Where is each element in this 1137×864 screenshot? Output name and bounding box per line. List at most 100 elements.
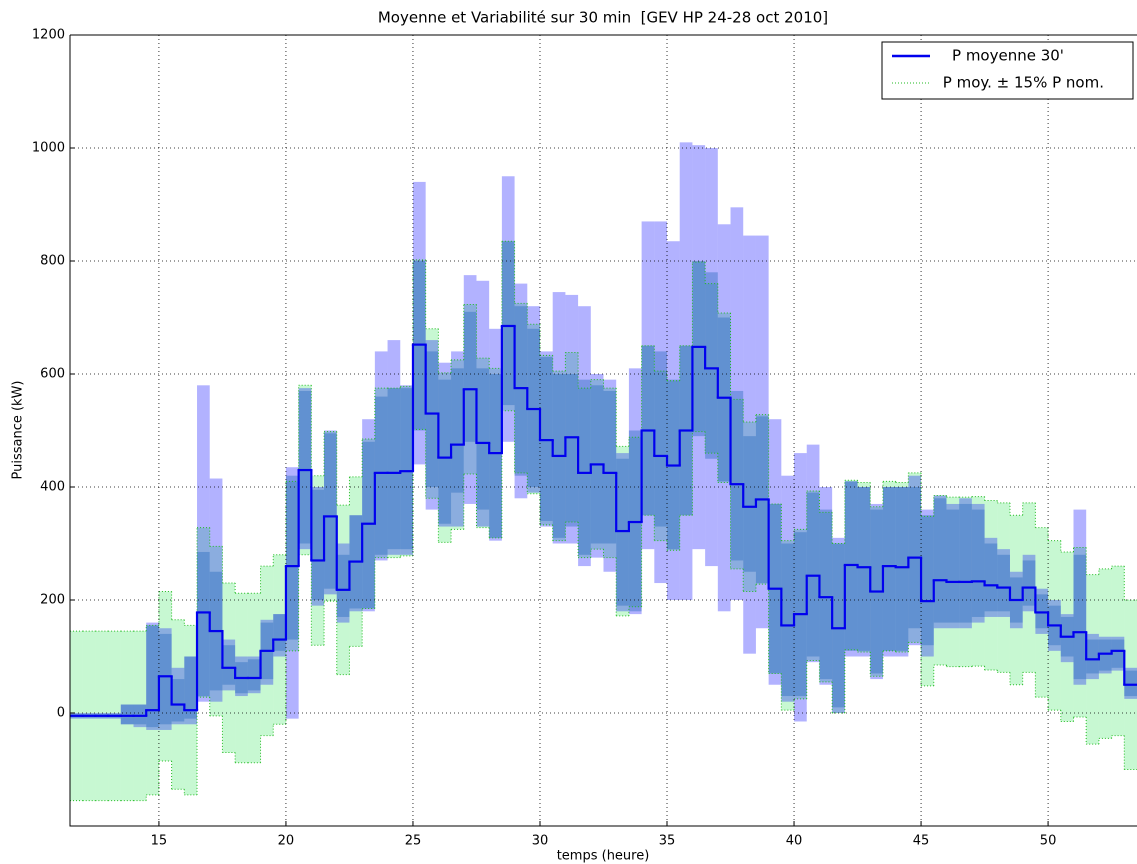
band-segment — [819, 487, 833, 685]
x-axis-label: temps (heure) — [557, 849, 650, 864]
band-segment — [628, 368, 642, 615]
band-segment — [425, 351, 439, 487]
band-segment — [959, 503, 972, 623]
band-segment — [171, 679, 185, 722]
band-segment — [1086, 633, 1099, 680]
y-tick-label: 800 — [40, 254, 65, 269]
band-segment — [882, 487, 896, 651]
band-segment — [463, 311, 477, 442]
band-segment — [971, 509, 985, 617]
band-segment — [832, 537, 845, 713]
band-segment — [552, 292, 566, 544]
band-segment — [603, 379, 617, 572]
band-segment — [768, 419, 782, 685]
band-segment — [578, 379, 591, 555]
band-segment — [349, 515, 363, 612]
band-segment — [197, 385, 210, 702]
band-segment — [374, 396, 388, 555]
x-tick-label: 40 — [786, 834, 803, 849]
band-segment — [603, 390, 617, 544]
band-segment — [247, 659, 261, 691]
band-segment — [908, 475, 922, 646]
band-segment — [146, 622, 159, 730]
band-segment — [501, 176, 515, 442]
band-segment — [1098, 639, 1112, 671]
y-tick-label: 1000 — [32, 141, 65, 156]
x-tick-label: 30 — [532, 834, 549, 849]
x-tick-label: 50 — [1040, 834, 1057, 849]
y-tick-label: 1200 — [32, 28, 65, 43]
band-segment — [1086, 639, 1099, 674]
band-segment — [438, 379, 452, 524]
band-segment — [1124, 670, 1137, 697]
band-segment — [184, 656, 198, 719]
band-segment — [273, 614, 286, 657]
band-segment — [933, 495, 947, 629]
band-segment — [895, 487, 909, 657]
band-segment — [857, 487, 871, 651]
band-segment — [667, 379, 680, 550]
band-segment — [387, 388, 401, 550]
band-segment — [895, 487, 909, 651]
x-tick-label: 15 — [151, 834, 168, 849]
band-segment — [527, 306, 540, 493]
x-tick-label: 45 — [913, 834, 930, 849]
band-segment — [730, 207, 744, 600]
band-segment — [489, 328, 502, 541]
band-segment — [590, 374, 604, 558]
chart-title: Moyenne et Variabilité sur 30 min [GEV H… — [378, 9, 828, 27]
legend: P moyenne 30' P moy. ± 15% P nom. — [881, 41, 1134, 100]
band-segment — [324, 433, 337, 589]
band-segment — [806, 444, 820, 663]
band-segment — [476, 280, 490, 527]
band-segment — [285, 475, 299, 640]
plot-area — [70, 35, 1137, 826]
band-segment — [1111, 636, 1125, 671]
band-segment — [616, 453, 629, 612]
band-segment — [946, 503, 960, 629]
band-segment — [247, 656, 261, 694]
band-segment — [412, 181, 426, 465]
y-tick-label: 0 — [57, 706, 65, 721]
band-segment — [1022, 554, 1036, 612]
band-segment — [222, 639, 236, 691]
band-segment — [1111, 639, 1125, 668]
band-segment — [959, 498, 972, 629]
legend-label: P moyenne 30' — [952, 47, 1064, 65]
band-segment — [539, 351, 553, 527]
band-segment — [1073, 509, 1087, 685]
band-segment — [425, 340, 439, 510]
band-segment — [374, 351, 388, 561]
band-segment — [273, 614, 286, 651]
band-segment — [514, 306, 528, 476]
band-segment — [362, 419, 375, 612]
axes: 15 20 25 30 35 40 45 50 0 200 400 600 800 1000 1200 — [32, 28, 1137, 849]
band-segment — [743, 235, 756, 654]
band-segment — [1022, 560, 1036, 606]
band-segment — [514, 283, 528, 499]
axes-frame — [69, 34, 1137, 827]
legend-box — [881, 41, 1134, 100]
band-segment — [882, 487, 896, 657]
band-segment — [298, 390, 312, 544]
band-segment — [946, 509, 960, 623]
band-segment — [781, 543, 795, 697]
band-segment — [743, 436, 756, 572]
band-segment — [654, 221, 668, 584]
y-tick-label: 600 — [40, 367, 65, 382]
band-segment — [146, 625, 159, 728]
y-axis-label: Puissance (kW) — [11, 380, 26, 479]
band-segment — [489, 374, 502, 538]
band-segment — [654, 351, 668, 527]
band-segment — [616, 458, 629, 606]
band-segment — [984, 543, 998, 612]
y-tick-label: 200 — [40, 593, 65, 608]
band-segment — [336, 554, 350, 617]
band-segment — [717, 224, 731, 612]
band-segment — [298, 388, 312, 550]
band-segment — [324, 430, 337, 595]
band-segment — [171, 667, 185, 725]
band-segment — [832, 543, 845, 708]
x-tick-label: 20 — [278, 834, 295, 849]
